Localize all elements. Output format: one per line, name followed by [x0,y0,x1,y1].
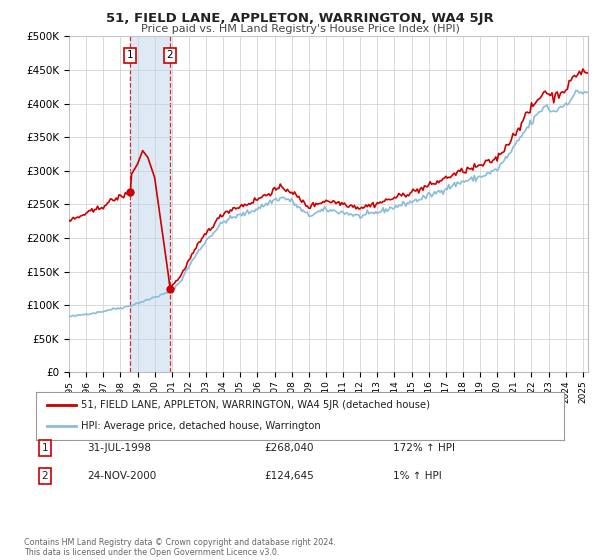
Text: 31-JUL-1998: 31-JUL-1998 [87,443,151,453]
Text: 24-NOV-2000: 24-NOV-2000 [87,471,156,481]
Text: Contains HM Land Registry data © Crown copyright and database right 2024.
This d: Contains HM Land Registry data © Crown c… [24,538,336,557]
Text: 1% ↑ HPI: 1% ↑ HPI [393,471,442,481]
Text: Price paid vs. HM Land Registry's House Price Index (HPI): Price paid vs. HM Land Registry's House … [140,24,460,34]
Text: 1: 1 [127,50,134,60]
Text: 2: 2 [167,50,173,60]
Text: £124,645: £124,645 [264,471,314,481]
Bar [130,36,170,372]
Text: 51, FIELD LANE, APPLETON, WARRINGTON, WA4 5JR (detached house): 51, FIELD LANE, APPLETON, WARRINGTON, WA… [81,400,430,410]
Text: 1: 1 [41,443,49,453]
Text: £268,040: £268,040 [264,443,314,453]
Text: HPI: Average price, detached house, Warrington: HPI: Average price, detached house, Warr… [81,421,320,431]
Text: 172% ↑ HPI: 172% ↑ HPI [393,443,455,453]
Text: 51, FIELD LANE, APPLETON, WARRINGTON, WA4 5JR: 51, FIELD LANE, APPLETON, WARRINGTON, WA… [106,12,494,25]
Text: 2: 2 [41,471,49,481]
